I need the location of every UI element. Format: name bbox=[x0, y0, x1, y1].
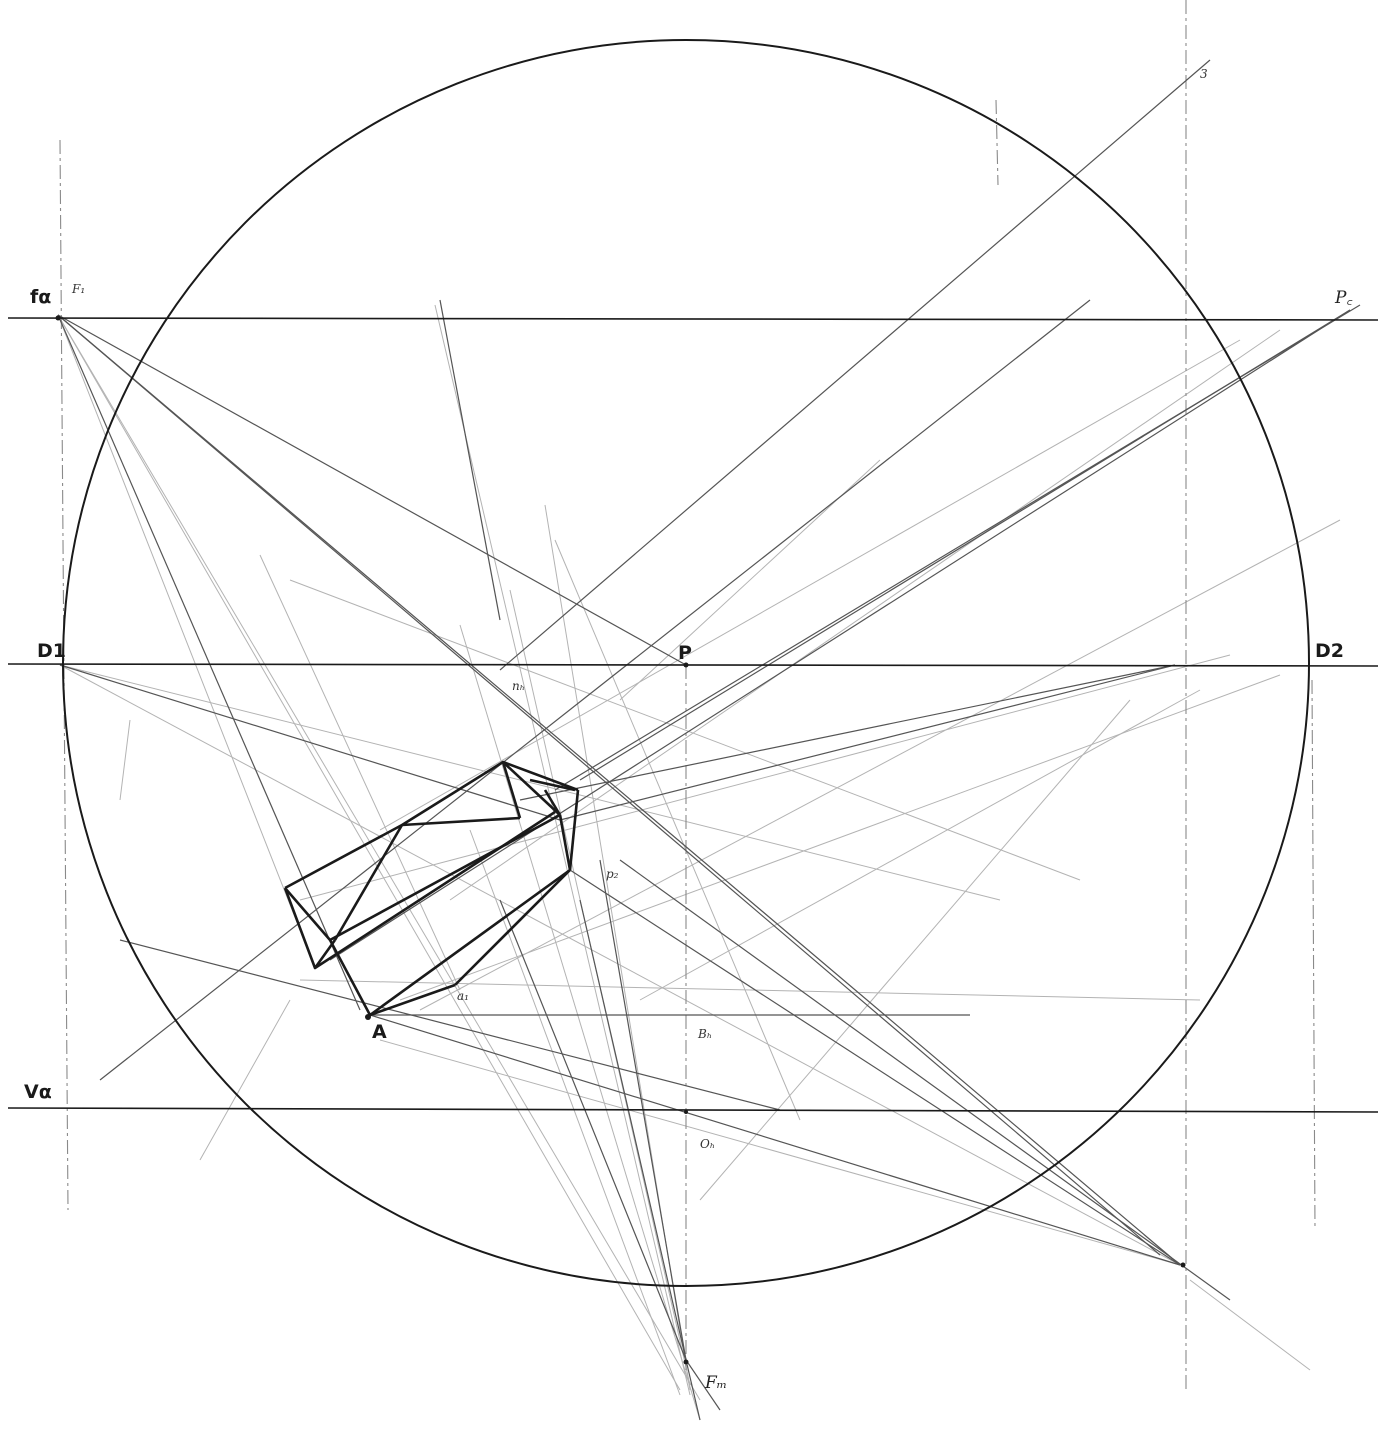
label-d1: D1 bbox=[37, 640, 66, 662]
label-a: A bbox=[372, 1021, 387, 1043]
label-p-small: p₂ bbox=[606, 867, 619, 881]
point-f-alpha bbox=[55, 315, 61, 321]
faint-construction-lines bbox=[57, 304, 1341, 1421]
label-p: P bbox=[678, 642, 692, 664]
label-n-h: nₕ bbox=[512, 679, 525, 693]
point-markers bbox=[55, 315, 1186, 1365]
f-alpha-line bbox=[7, 317, 1379, 321]
distance-circle bbox=[62, 39, 1310, 1287]
label-o-h: Oₕ bbox=[700, 1137, 715, 1151]
point-lower-right bbox=[1180, 1262, 1186, 1268]
label-b-h: Bₕ bbox=[697, 1027, 712, 1041]
label-f-small: F₁ bbox=[71, 282, 85, 296]
label-p-c: P꜀ bbox=[1334, 288, 1352, 308]
drawing-labels: fα F₁ D1 D2 P Vα A Bₕ Oₕ Fₘ P꜀ nₕ p₂ 3 a… bbox=[24, 67, 1352, 1393]
label-f-m: Fₘ bbox=[704, 1373, 727, 1393]
perspective-solid bbox=[283, 760, 580, 1017]
horizon-line bbox=[7, 663, 1379, 667]
label-v-alpha: Vα bbox=[24, 1081, 52, 1103]
v-alpha-line bbox=[7, 1107, 1379, 1113]
vertical-guides bbox=[59, 0, 1316, 1390]
label-d2: D2 bbox=[1315, 640, 1344, 662]
label-a-small: a₁ bbox=[457, 989, 469, 1003]
construction-lines bbox=[57, 59, 1361, 1421]
horizon-lines bbox=[7, 317, 1379, 1113]
point-o-h bbox=[684, 1110, 688, 1114]
label-f-alpha: fα bbox=[30, 286, 51, 308]
label-three: 3 bbox=[1200, 67, 1208, 81]
point-f-m bbox=[683, 1359, 689, 1365]
point-a bbox=[365, 1014, 371, 1020]
point-p bbox=[683, 662, 689, 668]
